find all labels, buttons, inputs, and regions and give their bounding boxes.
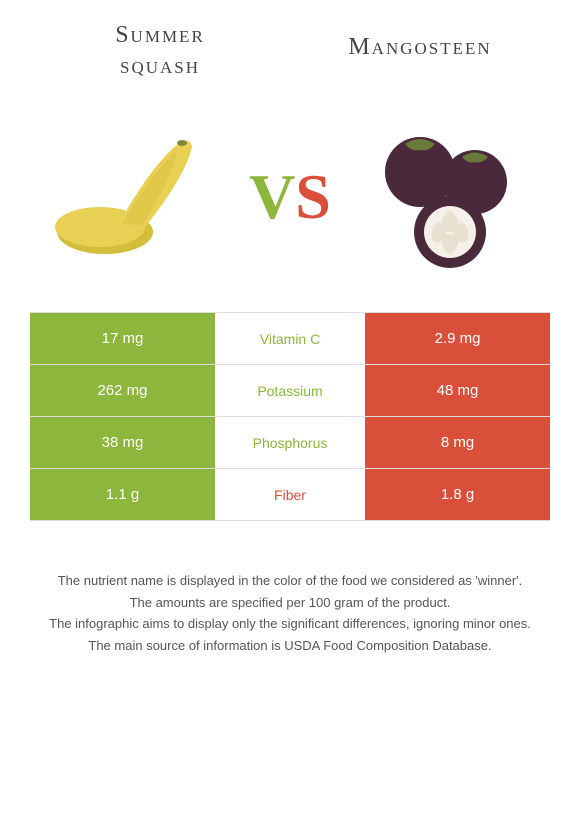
cell-left-value: 1.1 g bbox=[30, 469, 215, 520]
title-row: Summer squash Mangosteen bbox=[0, 0, 580, 92]
table-row: 1.1 gFiber1.8 g bbox=[30, 469, 550, 521]
vs-s: S bbox=[295, 161, 331, 232]
title-left-line1: Summer bbox=[115, 22, 205, 48]
title-left: Summer squash bbox=[30, 20, 290, 82]
footer-line: The amounts are specified per 100 gram o… bbox=[40, 593, 540, 613]
nutrient-table: 17 mgVitamin C2.9 mg262 mgPotassium48 mg… bbox=[30, 312, 550, 521]
cell-nutrient-label: Fiber bbox=[215, 469, 365, 520]
vs-v: V bbox=[249, 161, 295, 232]
footer-line: The nutrient name is displayed in the co… bbox=[40, 571, 540, 591]
cell-nutrient-label: Potassium bbox=[215, 365, 365, 416]
cell-right-value: 1.8 g bbox=[365, 469, 550, 520]
cell-right-value: 2.9 mg bbox=[365, 313, 550, 364]
mangosteen-image bbox=[370, 117, 530, 277]
table-row: 38 mgPhosphorus8 mg bbox=[30, 417, 550, 469]
table-row: 17 mgVitamin C2.9 mg bbox=[30, 313, 550, 365]
footer-line: The main source of information is USDA F… bbox=[40, 636, 540, 656]
images-row: VS bbox=[0, 92, 580, 312]
title-right: Mangosteen bbox=[290, 20, 550, 82]
cell-nutrient-label: Phosphorus bbox=[215, 417, 365, 468]
squash-image bbox=[50, 117, 210, 277]
footer-notes: The nutrient name is displayed in the co… bbox=[0, 521, 580, 677]
cell-left-value: 38 mg bbox=[30, 417, 215, 468]
cell-right-value: 48 mg bbox=[365, 365, 550, 416]
cell-right-value: 8 mg bbox=[365, 417, 550, 468]
vs-label: VS bbox=[249, 160, 331, 234]
cell-left-value: 17 mg bbox=[30, 313, 215, 364]
cell-nutrient-label: Vitamin C bbox=[215, 313, 365, 364]
footer-line: The infographic aims to display only the… bbox=[40, 614, 540, 634]
table-row: 262 mgPotassium48 mg bbox=[30, 365, 550, 417]
title-left-line2: squash bbox=[120, 53, 200, 79]
cell-left-value: 262 mg bbox=[30, 365, 215, 416]
